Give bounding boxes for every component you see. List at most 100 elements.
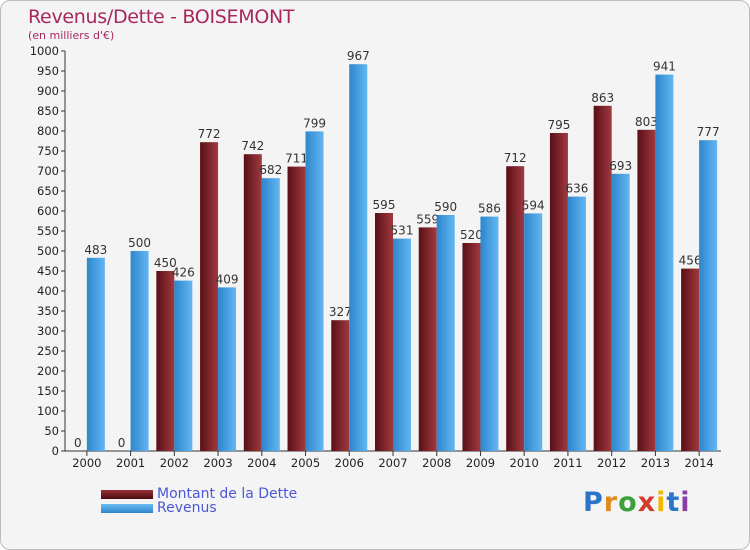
x-tick-label: 2012 — [597, 456, 626, 470]
bar-revenus — [611, 173, 630, 452]
x-tick-label: 2004 — [247, 456, 276, 470]
data-label: 967 — [347, 49, 370, 63]
x-tick-label: 2010 — [510, 456, 539, 470]
y-tick-label: 500 — [37, 244, 59, 258]
x-tick-label: 2008 — [422, 456, 451, 470]
bar-revenus — [480, 216, 499, 451]
y-tick-label: 450 — [37, 264, 59, 278]
bar-revenus — [86, 257, 105, 451]
logo-letter: x — [637, 487, 657, 518]
proxiti-logo: Proxiti — [583, 487, 691, 518]
bar-revenus — [699, 140, 718, 451]
data-label: 682 — [259, 163, 282, 177]
y-tick-label: 950 — [37, 64, 59, 78]
bar-dette — [418, 227, 437, 451]
data-label: 559 — [416, 212, 439, 226]
y-tick-label: 1000 — [30, 44, 59, 58]
data-label: 590 — [434, 200, 457, 214]
y-tick-label: 700 — [37, 164, 59, 178]
y-tick-label: 350 — [37, 304, 59, 318]
data-label: 777 — [697, 125, 720, 139]
bar-revenus — [130, 251, 149, 451]
y-tick-label: 200 — [37, 364, 59, 378]
legend-item-dette: Montant de la Dette — [101, 486, 341, 503]
bar-revenus — [436, 215, 455, 451]
x-tick-label: 2005 — [291, 456, 320, 470]
data-label: 500 — [128, 236, 151, 250]
data-label: 531 — [391, 224, 414, 238]
data-label: 693 — [609, 159, 632, 173]
chart-subtitle: (en milliers d'€) — [28, 29, 115, 42]
data-label: 712 — [504, 151, 527, 165]
data-label: 595 — [373, 198, 396, 212]
data-label: 409 — [216, 272, 239, 286]
bar-dette — [375, 213, 393, 451]
bar-revenus — [305, 131, 324, 451]
x-tick-label: 2002 — [160, 456, 189, 470]
data-label: 483 — [84, 243, 107, 257]
x-tick-label: 2003 — [203, 456, 232, 470]
logo-letter: P — [583, 487, 604, 518]
x-tick-label: 2000 — [72, 456, 101, 470]
y-tick-label: 100 — [37, 404, 59, 418]
y-tick-label: 850 — [37, 104, 59, 118]
data-label: 863 — [591, 91, 614, 105]
data-label: 594 — [522, 198, 545, 212]
y-tick-label: 750 — [37, 144, 59, 158]
bar-revenus — [393, 238, 411, 451]
bar-dette — [462, 243, 481, 451]
data-label: 799 — [303, 116, 326, 130]
data-label: 941 — [653, 60, 676, 74]
y-tick-label: 550 — [37, 224, 59, 238]
bar-dette — [593, 105, 612, 452]
chart-title: Revenus/Dette - BOISEMONT — [28, 6, 295, 28]
x-tick-label: 2001 — [116, 456, 145, 470]
x-tick-label: 2011 — [553, 456, 582, 470]
data-label: 772 — [198, 127, 221, 141]
y-tick-label: 150 — [37, 384, 59, 398]
bar-dette — [287, 166, 306, 451]
logo-letter: i — [656, 487, 667, 518]
data-label: 520 — [460, 228, 483, 242]
bar-dette — [243, 154, 262, 451]
data-label: 0 — [74, 436, 82, 450]
x-tick-label: 2009 — [466, 456, 495, 470]
data-label: 742 — [241, 139, 264, 153]
data-label: 636 — [565, 182, 588, 196]
legend-swatch-dette — [101, 490, 153, 499]
data-label: 456 — [679, 254, 702, 268]
x-tick-label: 2006 — [335, 456, 364, 470]
bar-dette — [200, 142, 219, 451]
data-label: 803 — [635, 115, 658, 129]
y-tick-label: 250 — [37, 344, 59, 358]
data-label: 327 — [329, 305, 352, 319]
data-label: 586 — [478, 202, 501, 216]
x-tick-label: 2007 — [378, 456, 407, 470]
logo-letter: o — [618, 487, 638, 518]
bar-dette — [156, 271, 175, 451]
bar-dette — [637, 129, 656, 452]
y-tick-label: 400 — [37, 284, 59, 298]
bar-dette — [681, 268, 700, 451]
data-label: 0 — [118, 436, 126, 450]
legend-item-revenus: Revenus — [101, 500, 341, 517]
bar-dette — [331, 320, 350, 451]
bar-dette — [549, 133, 568, 451]
y-tick-label: 650 — [37, 184, 59, 198]
bar-revenus — [524, 213, 543, 451]
y-tick-label: 0 — [52, 444, 59, 458]
data-label: 450 — [154, 256, 177, 270]
y-tick-label: 50 — [44, 424, 59, 438]
y-tick-label: 600 — [37, 204, 59, 218]
data-label: 795 — [547, 118, 570, 132]
y-tick-label: 300 — [37, 324, 59, 338]
legend-label-dette: Montant de la Dette — [157, 486, 298, 502]
y-tick-label: 800 — [37, 124, 59, 138]
data-label: 426 — [172, 266, 195, 280]
logo-letter: r — [603, 487, 619, 518]
bar-dette — [506, 166, 525, 451]
bar-revenus — [567, 196, 586, 451]
logo-letter: i — [680, 487, 691, 518]
